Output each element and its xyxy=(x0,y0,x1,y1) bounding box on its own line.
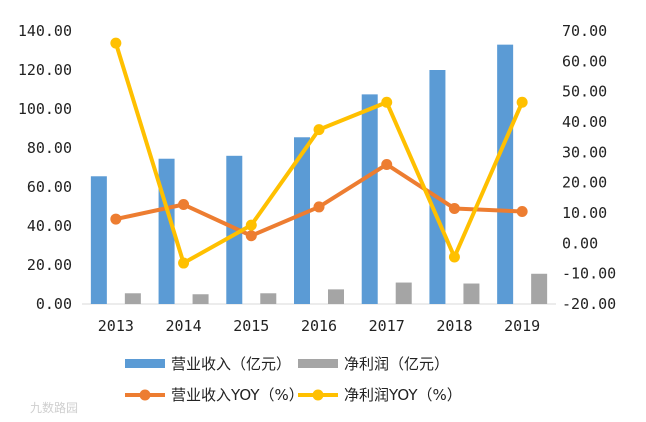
revenue-yoy-point xyxy=(516,205,528,217)
left-tick-label: 100.00 xyxy=(18,100,72,118)
legend-label-revenue: 营业收入（亿元） xyxy=(171,355,291,373)
revenue-yoy-point xyxy=(448,202,460,214)
right-tick-label: -10.00 xyxy=(562,265,616,283)
left-tick-label: 140.00 xyxy=(18,22,72,40)
bar-net-profit xyxy=(328,289,344,304)
net-profit-yoy-point xyxy=(516,96,528,108)
bars-layer xyxy=(90,44,548,305)
net-profit-yoy-point xyxy=(313,124,325,136)
bar-revenue xyxy=(90,176,107,304)
x-tick-label: 2019 xyxy=(504,317,540,335)
legend-swatch-net-profit xyxy=(298,359,338,368)
bar-net-profit xyxy=(395,282,412,304)
x-tick-label: 2014 xyxy=(166,317,202,335)
right-tick-label: 50.00 xyxy=(562,83,607,101)
revenue-yoy-point xyxy=(178,199,190,211)
legend-marker-net-profit-yoy xyxy=(312,389,324,401)
right-axis: -20.00 -10.00 0.00 10.00 20.00 30.00 40.00 50.0… xyxy=(562,22,616,313)
right-tick-label: 60.00 xyxy=(562,52,607,70)
legend-label-net-profit-yoy: 净利润YOY（%） xyxy=(344,386,462,404)
bar-revenue xyxy=(294,137,310,304)
watermark-text: 九数路园 xyxy=(30,400,78,415)
bar-net-profit xyxy=(192,294,209,304)
bar-revenue xyxy=(361,94,378,304)
legend-swatch-revenue xyxy=(125,359,165,368)
bar-net-profit xyxy=(463,283,480,304)
bar-revenue xyxy=(429,70,446,304)
x-tick-label: 2013 xyxy=(98,317,134,335)
revenue-yoy-line xyxy=(115,162,523,238)
legend: 营业收入（亿元） 净利润（亿元） 营业收入YOY（%） 净利润YOY（%） xyxy=(125,355,462,404)
left-tick-label: 0.00 xyxy=(36,295,72,313)
left-tick-label: 120.00 xyxy=(18,61,72,79)
left-tick-label: 80.00 xyxy=(27,139,72,157)
bar-net-profit xyxy=(124,293,141,304)
left-tick-label: 60.00 xyxy=(27,178,72,196)
net-profit-yoy-point xyxy=(381,96,393,108)
right-tick-label: 20.00 xyxy=(562,174,607,192)
x-tick-label: 2017 xyxy=(369,317,405,335)
right-tick-label: 30.00 xyxy=(562,143,607,161)
x-tick-label: 2015 xyxy=(233,317,269,335)
bar-revenue xyxy=(497,44,514,305)
revenue-yoy-point xyxy=(313,201,325,213)
right-tick-label: 10.00 xyxy=(562,204,607,222)
left-axis: 0.00 20.00 40.00 60.00 80.00 100.00 120.00 140.… xyxy=(18,22,72,313)
revenue-yoy-point xyxy=(245,230,257,242)
net-profit-yoy-point xyxy=(110,37,122,49)
legend-marker-revenue-yoy xyxy=(139,389,151,401)
right-tick-label: 70.00 xyxy=(562,22,607,40)
revenue-yoy-point xyxy=(381,158,393,170)
right-tick-label: 0.00 xyxy=(562,234,598,252)
left-tick-label: 40.00 xyxy=(27,217,72,235)
x-tick-label: 2018 xyxy=(436,317,472,335)
revenue-yoy-point xyxy=(110,213,122,225)
net-profit-yoy-line xyxy=(113,42,524,266)
net-profit-yoy-point xyxy=(178,257,190,269)
right-tick-label: 40.00 xyxy=(562,113,607,131)
x-axis: 2013 2014 2015 2016 2017 2018 2019 xyxy=(98,317,540,335)
bar-net-profit xyxy=(531,273,548,304)
right-tick-label: -20.00 xyxy=(562,295,616,313)
legend-label-revenue-yoy: 营业收入YOY（%） xyxy=(171,386,304,404)
lines-layer xyxy=(110,37,528,269)
legend-label-net-profit: 净利润（亿元） xyxy=(344,355,449,373)
left-tick-label: 20.00 xyxy=(27,256,72,274)
x-tick-label: 2016 xyxy=(301,317,337,335)
bar-net-profit xyxy=(260,293,277,304)
net-profit-yoy-point xyxy=(245,219,257,231)
net-profit-yoy-point xyxy=(448,251,460,263)
